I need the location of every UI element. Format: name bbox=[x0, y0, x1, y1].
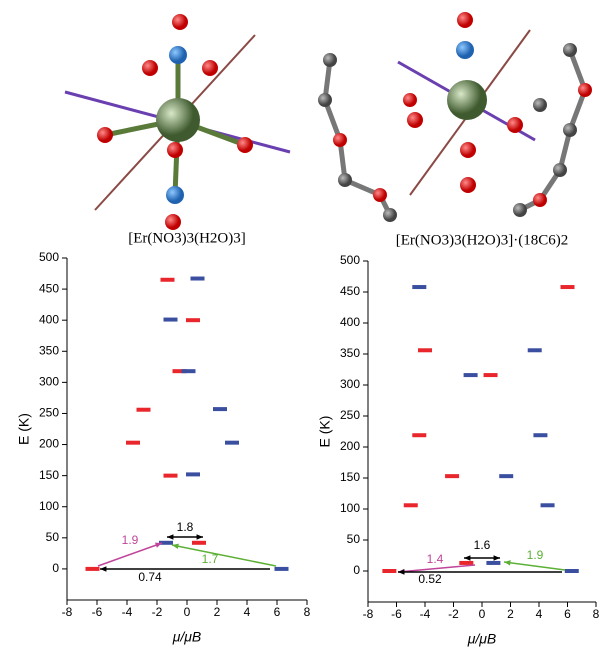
x-tick-label: 8 bbox=[593, 607, 600, 621]
x-tick-label: 2 bbox=[507, 607, 514, 621]
molecule-left bbox=[65, 14, 290, 230]
annotation: 1.9 bbox=[122, 533, 139, 547]
y-tick-label: 500 bbox=[340, 253, 360, 267]
arrow bbox=[504, 562, 565, 570]
x-tick-label: 4 bbox=[244, 605, 251, 619]
x-tick-label: -4 bbox=[122, 605, 133, 619]
molecule-right bbox=[318, 12, 592, 222]
x-tick-label: -2 bbox=[448, 607, 459, 621]
y-tick-label: 50 bbox=[347, 532, 361, 546]
y-tick-label: 300 bbox=[340, 377, 360, 391]
annotation: 1.4 bbox=[427, 552, 444, 566]
caption: [Er(NO3)3(H2O)3]·(18C6)2 bbox=[396, 232, 568, 248]
x-tick-label: -8 bbox=[363, 607, 374, 621]
annotation: 1.8 bbox=[177, 520, 194, 534]
arrow-head bbox=[167, 534, 173, 539]
x-tick-label: 6 bbox=[564, 607, 571, 621]
arrow-head bbox=[197, 534, 203, 539]
figure: [Er(NO3)3(H2O)3]050100150200250300350400… bbox=[0, 0, 611, 649]
y-tick-label: 0 bbox=[353, 563, 360, 577]
x-tick-label: 4 bbox=[536, 607, 543, 621]
annotation: 1.7 bbox=[202, 552, 219, 566]
x-tick-label: -6 bbox=[391, 607, 402, 621]
x-tick-label: -8 bbox=[62, 605, 73, 619]
x-tick-label: -6 bbox=[92, 605, 103, 619]
y-tick-label: 100 bbox=[39, 499, 59, 513]
y-tick-label: 300 bbox=[39, 375, 59, 389]
x-axis-label: μ/μB bbox=[172, 629, 202, 645]
y-axis-label: E (K) bbox=[317, 416, 333, 448]
arrow bbox=[172, 545, 276, 566]
y-axis-label: E (K) bbox=[16, 413, 32, 445]
y-tick-label: 0 bbox=[52, 561, 59, 575]
arrow-head bbox=[100, 566, 106, 571]
x-tick-label: 2 bbox=[214, 605, 221, 619]
arrow-head bbox=[464, 555, 470, 560]
arrow-head bbox=[398, 569, 404, 574]
x-axis-label: μ/μB bbox=[467, 631, 497, 647]
arrow-head bbox=[155, 543, 162, 548]
y-tick-label: 100 bbox=[340, 501, 360, 515]
y-tick-label: 250 bbox=[340, 408, 360, 422]
y-tick-label: 150 bbox=[340, 470, 360, 484]
caption: [Er(NO3)3(H2O)3] bbox=[128, 230, 245, 246]
y-tick-label: 150 bbox=[39, 468, 59, 482]
x-tick-label: 0 bbox=[479, 607, 486, 621]
x-tick-label: 8 bbox=[304, 605, 311, 619]
annotation: 0.74 bbox=[138, 570, 162, 584]
annotation: 1.9 bbox=[527, 548, 544, 562]
x-tick-label: -4 bbox=[420, 607, 431, 621]
y-tick-label: 450 bbox=[39, 281, 59, 295]
y-tick-label: 350 bbox=[39, 343, 59, 357]
y-tick-label: 350 bbox=[340, 346, 360, 360]
x-tick-label: 0 bbox=[184, 605, 191, 619]
y-tick-label: 500 bbox=[39, 250, 59, 264]
x-tick-label: -2 bbox=[152, 605, 163, 619]
annotation: 1.6 bbox=[474, 538, 491, 552]
arrow-head bbox=[172, 544, 179, 549]
y-tick-label: 250 bbox=[39, 406, 59, 420]
y-tick-label: 50 bbox=[46, 530, 60, 544]
page: {"chart_data": [ {"type": "levels", "tit… bbox=[0, 0, 611, 649]
x-tick-label: 6 bbox=[274, 605, 281, 619]
y-tick-label: 400 bbox=[39, 312, 59, 326]
arrow-head bbox=[494, 555, 500, 560]
y-tick-label: 450 bbox=[340, 284, 360, 298]
y-tick-label: 200 bbox=[39, 437, 59, 451]
y-tick-label: 400 bbox=[340, 315, 360, 329]
annotation: 0.52 bbox=[418, 572, 442, 586]
y-tick-label: 200 bbox=[340, 439, 360, 453]
